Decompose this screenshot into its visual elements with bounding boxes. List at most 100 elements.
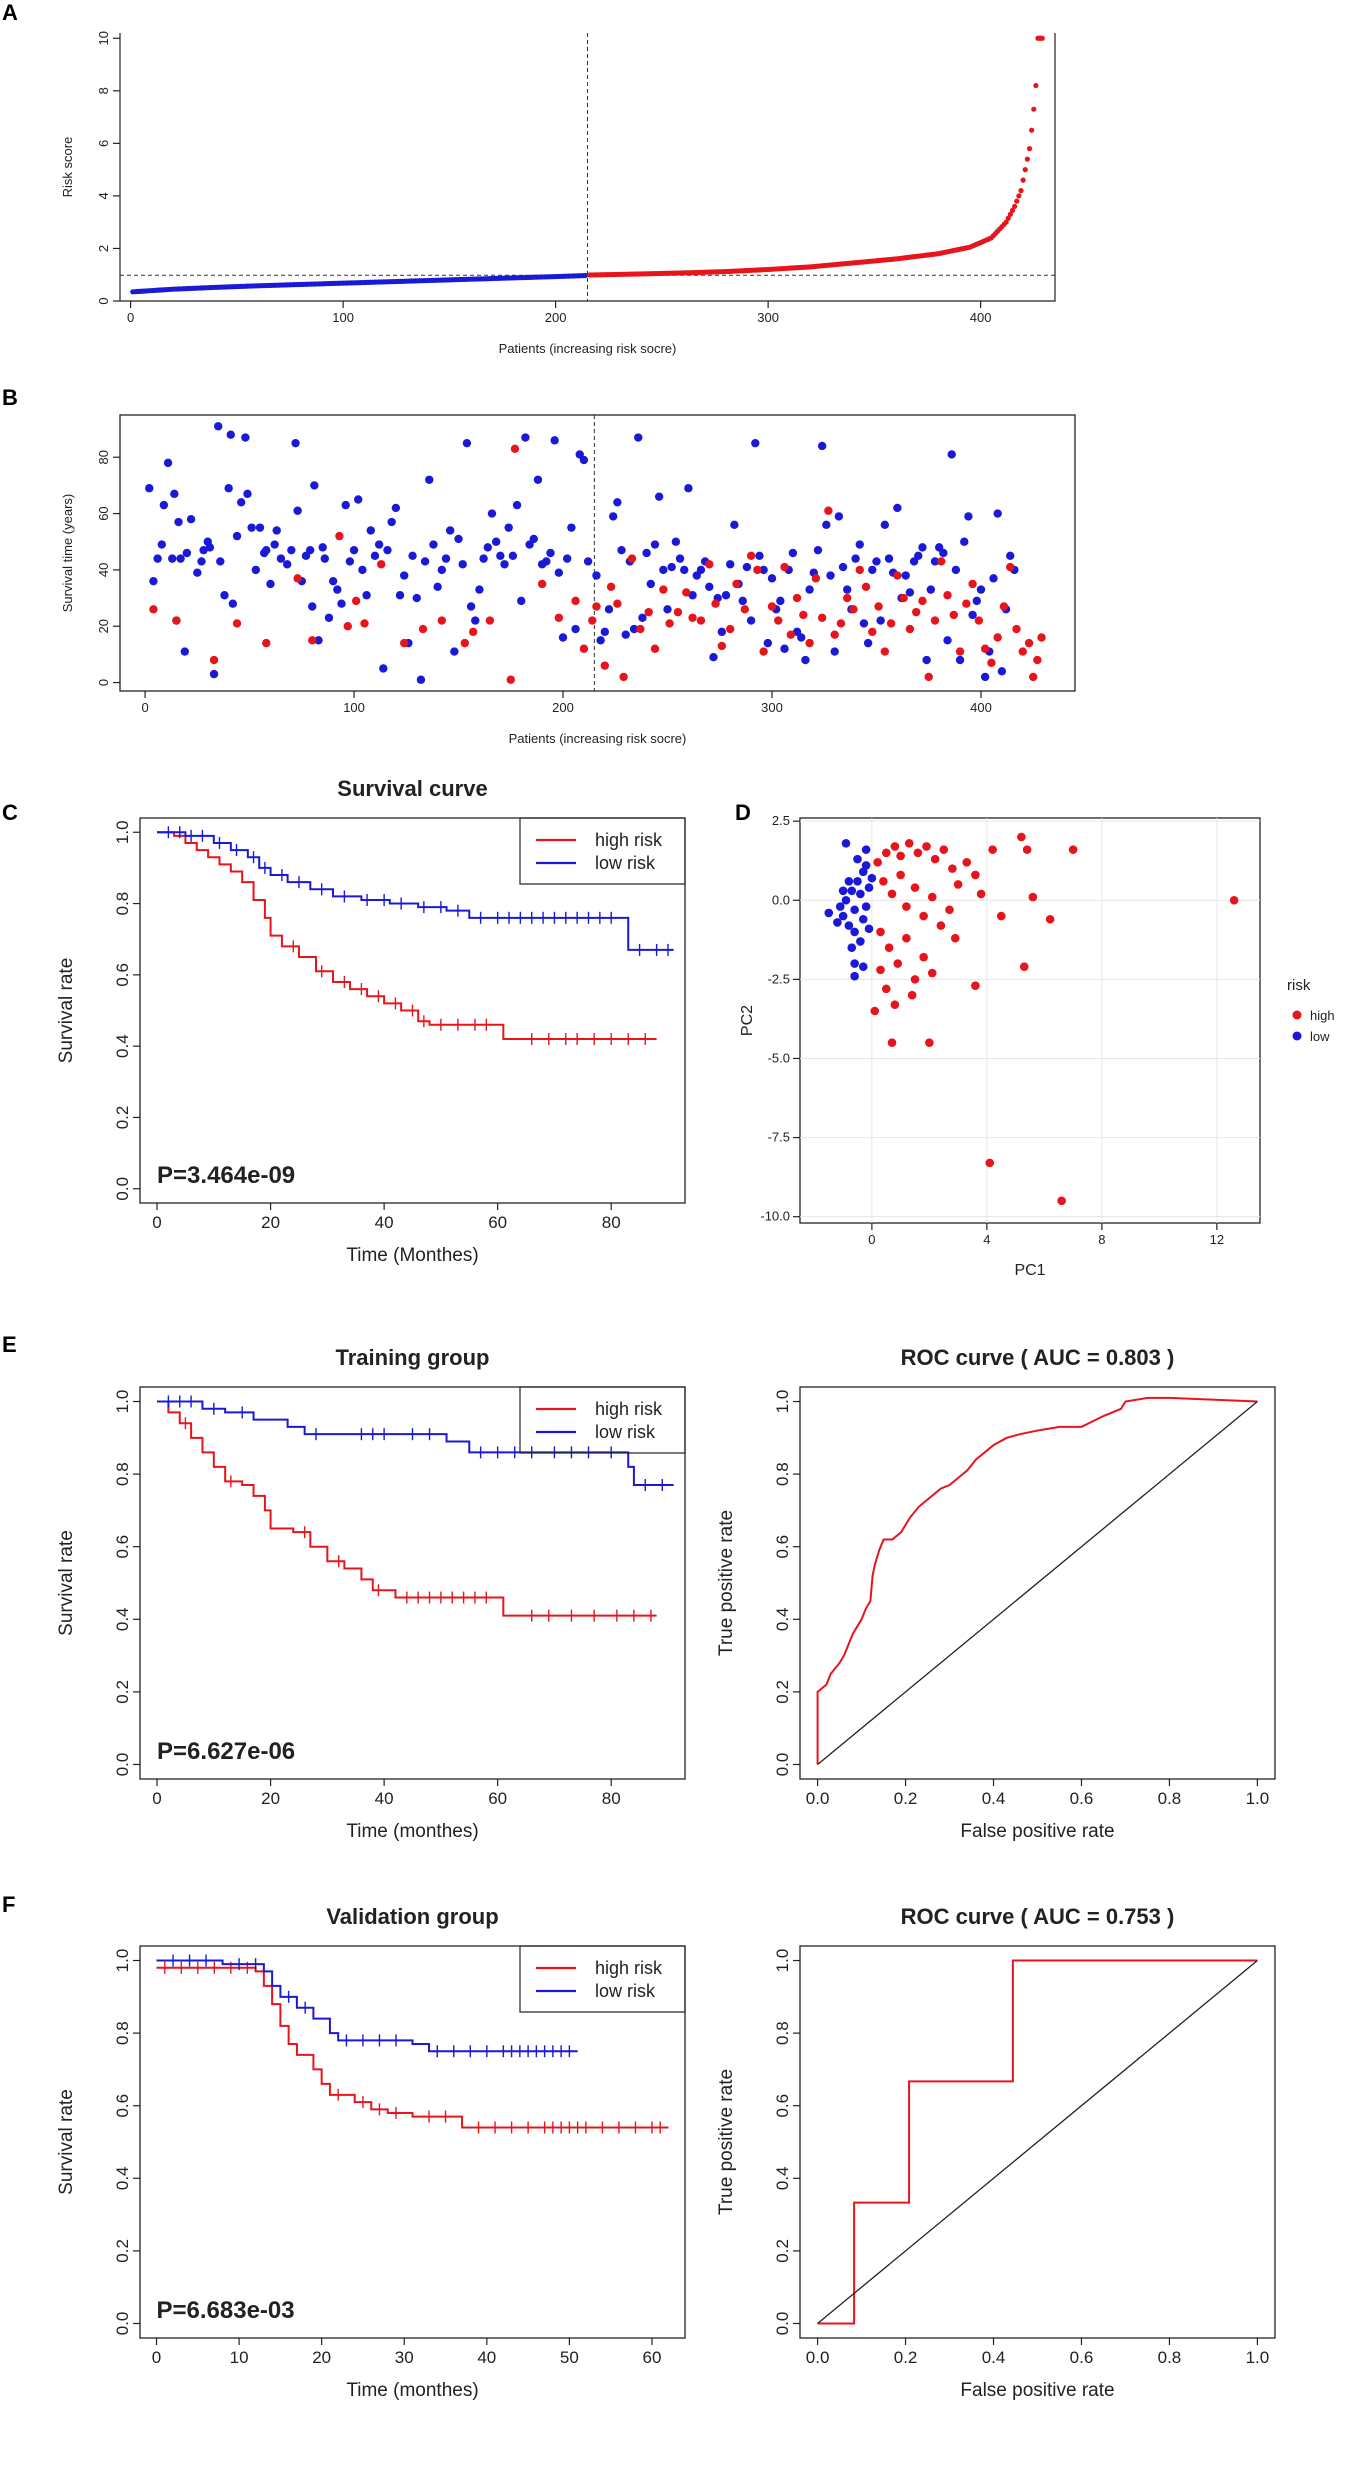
dead-patient-point <box>172 616 181 625</box>
y-tick-label: 0.4 <box>113 2166 132 2190</box>
low-risk-point <box>838 886 848 896</box>
legend-label: high risk <box>595 830 663 850</box>
p-value-annotation: P=3.464e-09 <box>157 1162 295 1189</box>
high-risk-point <box>919 911 928 921</box>
high-risk-point <box>927 892 937 902</box>
dead-patient-point <box>588 616 597 625</box>
alive-patient-point <box>412 593 421 603</box>
y-tick-label: 4 <box>96 192 111 199</box>
dead-patient-point <box>1029 672 1038 682</box>
alive-patient-point <box>751 438 760 448</box>
alive-patient-point <box>583 557 593 566</box>
alive-patient-point <box>272 526 281 535</box>
alive-patient-point <box>834 512 844 521</box>
alive-patient-point <box>918 543 927 552</box>
alive-patient-point <box>354 495 363 504</box>
dead-patient-point <box>460 638 470 648</box>
y-tick-label: 0.4 <box>773 1607 792 1631</box>
high-risk-point <box>902 902 911 911</box>
dead-patient-point <box>811 574 821 583</box>
y-tick-label: 0.0 <box>773 1753 792 1777</box>
alive-patient-point <box>608 512 618 521</box>
alive-patient-point <box>416 675 426 684</box>
x-axis-label: Patients (increasing risk socre) <box>509 731 687 746</box>
risk-point <box>1026 146 1033 152</box>
low-risk-point <box>867 873 877 883</box>
legend-label: high risk <box>595 1399 663 1419</box>
alive-patient-point <box>441 554 451 563</box>
plot-frame <box>139 1945 686 2339</box>
dead-patient-point <box>400 638 409 648</box>
high-risk-point <box>1017 832 1026 842</box>
dead-patient-point <box>149 605 158 614</box>
y-tick-label: 0.8 <box>113 2021 132 2045</box>
alive-patient-point <box>767 574 777 583</box>
high-risk-point <box>953 880 963 889</box>
alive-patient-point <box>876 616 885 625</box>
alive-patient-point <box>742 562 752 572</box>
dead-patient-point <box>1012 624 1021 634</box>
alive-patient-point <box>214 422 223 431</box>
alive-patient-point <box>738 596 747 606</box>
alive-patient-point <box>650 540 660 549</box>
alive-patient-point <box>176 554 185 563</box>
y-tick-label: 0.2 <box>773 2239 792 2263</box>
alive-patient-point <box>997 667 1007 676</box>
alive-patient-point <box>247 523 256 532</box>
x-axis-label: Time (monthes) <box>346 2380 478 2401</box>
legend-title: risk <box>1287 977 1311 994</box>
high-risk-point <box>887 889 897 899</box>
x-tick-label: 0.6 <box>1070 1789 1094 1808</box>
alive-patient-point <box>680 565 689 575</box>
alive-patient-point <box>383 545 392 555</box>
low-risk-point <box>856 937 865 946</box>
high-risk-point <box>950 933 960 943</box>
x-tick-label: 20 <box>261 1213 280 1232</box>
x-tick-label: 12 <box>1210 1232 1224 1247</box>
legend-label-high: high <box>1310 1008 1335 1023</box>
y-tick-label: 1.0 <box>113 1949 132 1973</box>
y-tick-label: 0.6 <box>773 1535 792 1559</box>
y-tick-label: 2 <box>96 245 111 252</box>
diagonal-reference-line <box>817 1960 1258 2324</box>
dead-patient-point <box>918 596 927 606</box>
alive-patient-point <box>174 517 183 527</box>
alive-patient-point <box>228 599 238 608</box>
y-tick-label: 10 <box>96 31 111 45</box>
alive-patient-point <box>466 602 476 611</box>
alive-patient-point <box>408 551 417 561</box>
dead-patient-point <box>636 624 645 634</box>
risk-point <box>1033 82 1039 89</box>
x-tick-label: 0 <box>127 310 134 325</box>
alive-patient-point <box>328 576 338 586</box>
alive-patient-point <box>930 557 940 566</box>
legend-label: low risk <box>595 853 656 873</box>
y-tick-label: 0.0 <box>113 2312 132 2336</box>
x-tick-label: 1.0 <box>1246 2348 1270 2367</box>
high-risk-point <box>876 927 885 937</box>
alive-patient-point <box>366 526 375 535</box>
y-tick-label: 0.2 <box>113 1106 132 1130</box>
alive-patient-point <box>182 548 192 558</box>
x-tick-label: 200 <box>545 310 567 325</box>
x-tick-label: 300 <box>761 700 783 715</box>
p-value-annotation: P=6.683e-03 <box>157 2297 295 2324</box>
dead-patient-point <box>824 506 833 515</box>
y-tick-label: 40 <box>96 563 111 577</box>
alive-patient-point <box>788 548 798 558</box>
dead-patient-point <box>711 599 720 608</box>
low-risk-point <box>861 861 871 870</box>
alive-patient-point <box>216 557 225 566</box>
alive-patient-point <box>308 602 317 611</box>
dead-patient-point <box>886 619 896 628</box>
alive-patient-point <box>358 565 367 575</box>
x-tick-label: 4 <box>983 1232 990 1247</box>
y-tick-label: 0.8 <box>773 1462 792 1486</box>
dead-patient-point <box>786 630 795 639</box>
alive-patient-point <box>533 475 543 484</box>
dead-patient-point <box>673 607 683 617</box>
alive-patient-point <box>939 548 948 558</box>
dead-patient-point <box>949 610 958 620</box>
legend-box <box>519 817 686 885</box>
dead-patient-point <box>262 638 271 648</box>
